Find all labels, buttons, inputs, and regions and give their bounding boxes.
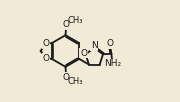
Text: CH₃: CH₃ (67, 77, 83, 86)
Text: O: O (107, 39, 114, 48)
Text: O: O (62, 73, 69, 82)
Text: NH₂: NH₂ (104, 59, 121, 68)
Text: O: O (43, 39, 50, 48)
Text: N: N (91, 41, 98, 50)
Text: O: O (80, 49, 87, 58)
Text: CH₃: CH₃ (67, 16, 83, 25)
Text: O: O (43, 54, 50, 63)
Text: O: O (62, 20, 69, 29)
